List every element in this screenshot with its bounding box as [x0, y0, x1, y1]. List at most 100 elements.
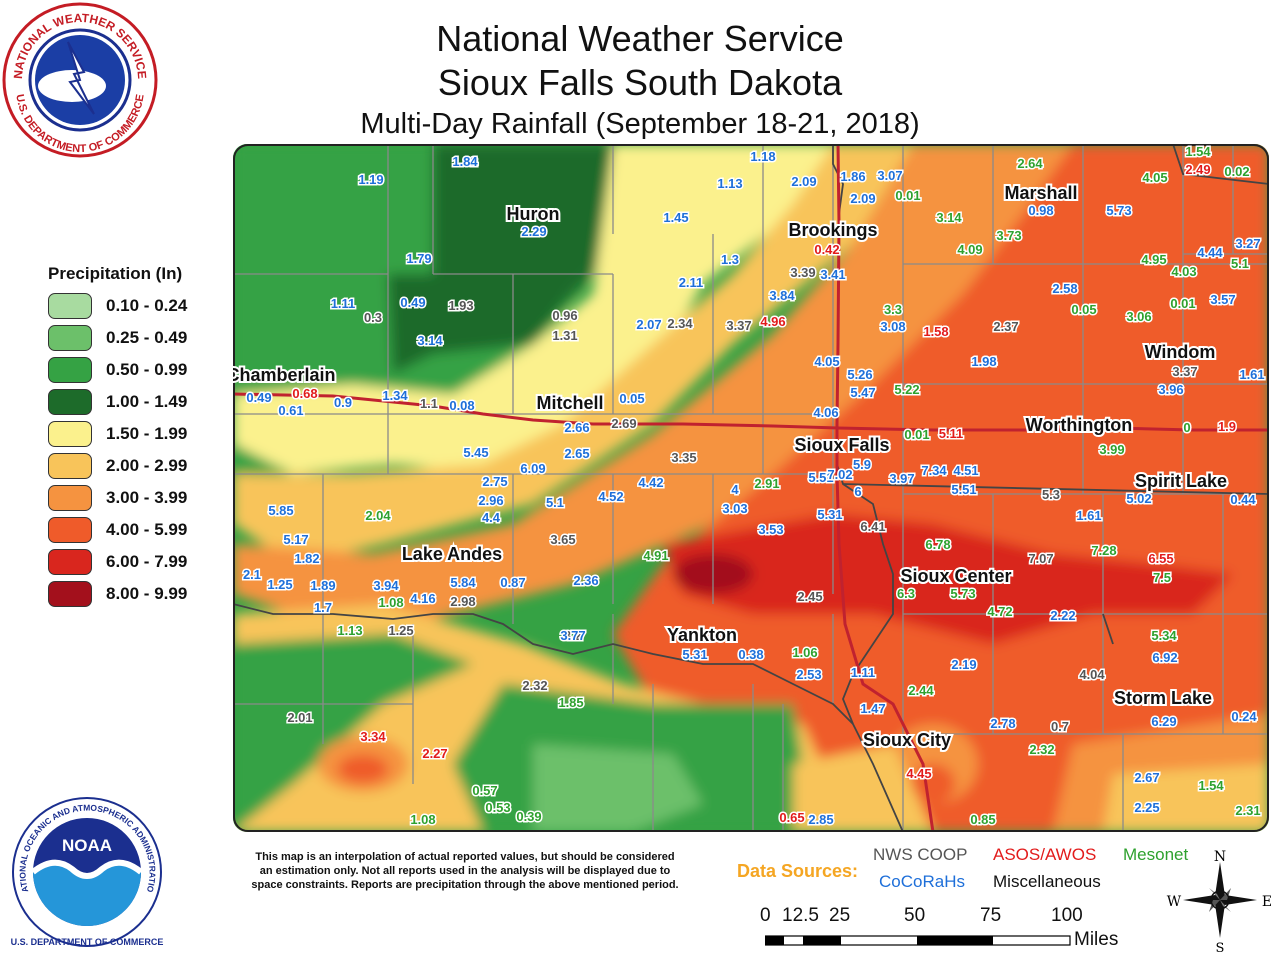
city-label: Sioux Falls [794, 435, 889, 455]
observation-value: 0.98 [1028, 203, 1053, 218]
scale-tick-label: 25 [829, 905, 851, 926]
observation-value: 3.39 [790, 265, 815, 280]
observation-value: 1.08 [378, 595, 403, 610]
city-label: Sioux Center [900, 566, 1011, 586]
observation-value: 1.25 [267, 577, 292, 592]
observation-value: 2.09 [791, 174, 816, 189]
observation-value: 1.98 [971, 354, 996, 369]
observation-value: 1.11 [331, 296, 356, 311]
source-nws-coop: NWS COOP [873, 845, 968, 864]
observation-value: 4.91 [643, 548, 668, 563]
observation-value: 2.98 [450, 594, 475, 609]
observation-value: 0 [1183, 420, 1190, 435]
legend-label: 6.00 - 7.99 [106, 552, 188, 571]
nws-logo: NATIONAL WEATHER SERVICE U.S. DEPARTMENT… [2, 2, 158, 158]
observation-value: 5.22 [894, 382, 919, 397]
observation-value: 3.2 [564, 628, 582, 643]
observation-value: 2.67 [1134, 770, 1159, 785]
legend-label: 0.10 - 0.24 [106, 296, 188, 315]
noaa-logo: NOAA NATIONAL OCEANIC AND ATMOSPHERIC AD… [10, 795, 164, 947]
observation-value: 6.78 [925, 537, 950, 552]
observation-value: 0.61 [278, 403, 303, 418]
legend-swatch [48, 485, 92, 511]
noaa-logo-subtext: U.S. DEPARTMENT OF COMMERCE [11, 937, 164, 947]
city-label: Sioux City [863, 730, 951, 750]
data-sources: Data Sources: NWS COOP ASOS/AWOS Mesonet… [737, 845, 1207, 895]
observation-value: 4.04 [1079, 667, 1105, 682]
observation-value: 0.57 [472, 783, 497, 798]
city-label: Marshall [1004, 183, 1077, 203]
observation-value: 1.79 [406, 251, 431, 266]
noaa-logo-text: NOAA [62, 836, 112, 855]
data-sources-title: Data Sources: [737, 861, 859, 881]
scale-unit: Miles [1074, 929, 1119, 950]
legend-label: 1.00 - 1.49 [106, 392, 188, 411]
observation-value: 1.06 [792, 645, 817, 660]
observation-value: 3.97 [889, 471, 914, 486]
compass-rose: N S W E [1167, 849, 1272, 953]
observation-value: 1.7 [314, 600, 332, 615]
observation-value: 5.9 [853, 457, 871, 472]
observation-value: 2.96 [478, 493, 503, 508]
observation-value: 3.14 [417, 333, 443, 348]
observation-value: 3.57 [1210, 292, 1235, 307]
legend-item: 2.00 - 2.99 [40, 450, 220, 482]
observation-value: 0.7 [1051, 719, 1069, 734]
legend-label: 3.00 - 3.99 [106, 488, 188, 507]
observation-value: 0.08 [449, 398, 474, 413]
observation-value: 6.55 [1148, 551, 1173, 566]
observation-value: 5.31 [817, 507, 842, 522]
observation-value: 0.01 [895, 188, 920, 203]
observation-value: 7.34 [921, 463, 947, 478]
observation-value: 4.16 [410, 591, 435, 606]
compass-east: E [1262, 894, 1272, 910]
map-title: National Weather Service [436, 18, 844, 59]
observation-value: 0.39 [516, 809, 541, 824]
observation-value: 3.35 [671, 450, 696, 465]
observation-labels: 2.692.34 3.373.352.452.981.252.322.013.37… [241, 144, 1266, 829]
observation-value: 1.54 [1185, 144, 1211, 159]
observation-value: 1.82 [294, 551, 319, 566]
observation-value: 2.58 [1052, 281, 1077, 296]
observation-value: 1.13 [337, 623, 362, 638]
scale-bar-graphic [765, 935, 1071, 946]
legend-item: 1.00 - 1.49 [40, 386, 220, 418]
observation-value: 0.01 [904, 427, 929, 442]
observation-value: 5.1 [1231, 256, 1249, 271]
rainfall-map: Huron Brookings Marshall Chamberlain Mitchel… [233, 144, 1269, 832]
legend-label: 0.50 - 0.99 [106, 360, 188, 379]
map-heading: Multi-Day Rainfall (September 18-21, 201… [360, 108, 920, 140]
compass-west: W [1167, 894, 1182, 910]
observation-value: 5.02 [1126, 491, 1151, 506]
observation-value: 1.47 [860, 701, 885, 716]
observation-value: 2.53 [796, 667, 821, 682]
disclaimer-line: an estimation only. Not all reports used… [259, 865, 671, 877]
legend-item: 3.00 - 3.99 [40, 482, 220, 514]
legend-swatch [48, 325, 92, 351]
observation-value: 5.11 [939, 426, 964, 441]
observation-value: 2.01 [287, 710, 312, 725]
observation-value: 5.34 [1151, 628, 1177, 643]
observation-value: 4.05 [1142, 170, 1167, 185]
observation-value: 1.61 [1076, 508, 1101, 523]
observation-value: 2.34 [667, 316, 693, 331]
observation-value: 6.41 [860, 519, 885, 534]
observation-value: 2.65 [564, 446, 589, 461]
observation-value: 4.03 [1171, 264, 1196, 279]
scale-tick-label: 100 [1051, 905, 1083, 926]
observation-value: 2.1 [243, 567, 261, 582]
city-label: Storm Lake [1114, 688, 1212, 708]
observation-value: 3.73 [996, 228, 1021, 243]
legend-label: 8.00 - 9.99 [106, 584, 188, 603]
city-label: Yankton [667, 625, 737, 645]
observation-value: 3.94 [373, 578, 399, 593]
observation-value: 0.9 [334, 395, 352, 410]
observation-value: 1.93 [448, 298, 473, 313]
observation-value: 2.49 [1185, 162, 1210, 177]
observation-value: 0.02 [1224, 164, 1249, 179]
observation-value: 1.31 [552, 328, 577, 343]
observation-value: 0.87 [500, 575, 525, 590]
observation-value: 7.02 [827, 467, 852, 482]
state-borders [233, 144, 1269, 832]
observation-value: 1.86 [840, 169, 865, 184]
